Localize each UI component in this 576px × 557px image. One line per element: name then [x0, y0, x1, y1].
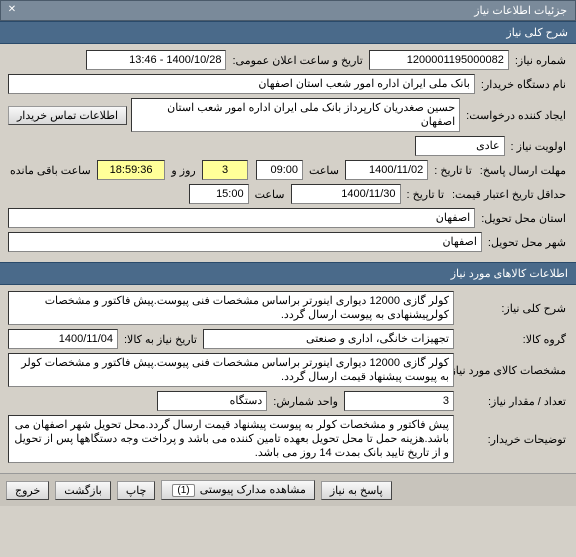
need-to-date-label: تاریخ نیاز به کالا: [122, 333, 199, 346]
to-date-label-1: تا تاریخ : [432, 164, 473, 177]
section-items-header: اطلاعات کالاهای مورد نیاز [0, 262, 576, 285]
subject-label: شرح کلی نیاز: [458, 302, 568, 315]
attachments-button-label: مشاهده مدارک پیوستی [200, 484, 306, 496]
section-general-title: شرح کلی نیاز [506, 27, 568, 39]
remain-suffix-label: ساعت باقی مانده [8, 164, 93, 177]
attachments-button[interactable]: مشاهده مدارک پیوستی (1) [161, 480, 314, 500]
exit-button[interactable]: خروج [6, 481, 49, 500]
remain-days-field: 3 [202, 160, 249, 180]
print-button[interactable]: چاپ [117, 481, 156, 500]
priority-field: عادی [415, 136, 505, 156]
close-icon[interactable]: ✕ [5, 3, 19, 17]
requester-label: ایجاد کننده درخواست: [464, 109, 568, 122]
unit-field: دستگاه [157, 391, 267, 411]
group-label: گروه کالا: [458, 333, 568, 346]
reply-time-field: 09:00 [256, 160, 303, 180]
need-no-label: شماره نیاز: [513, 54, 568, 67]
qty-field: 3 [344, 391, 454, 411]
time-label-1: ساعت [307, 164, 341, 177]
section-general-header: شرح کلی نیاز [0, 21, 576, 44]
to-date-label-2: تا تاریخ : [405, 188, 446, 201]
back-button[interactable]: بازگشت [55, 481, 111, 500]
buyer-field: بانک ملی ایران اداره امور شعب استان اصفه… [8, 74, 475, 94]
subject-field: کولر گازی 12000 دیواری اینورتر براساس مش… [8, 291, 454, 325]
attachments-count-badge: (1) [172, 484, 194, 497]
tab-title: جزئیات اطلاعات نیاز [474, 5, 567, 17]
days-and-label: روز و [169, 164, 197, 177]
section-items-title: اطلاعات کالاهای مورد نیاز [451, 268, 568, 280]
deliver-prov-field: اصفهان [8, 208, 475, 228]
time-label-2: ساعت [253, 188, 287, 201]
priority-label: اولویت نیاز : [509, 140, 568, 153]
unit-label: واحد شمارش: [271, 395, 340, 408]
price-valid-date-field: 1400/11/30 [291, 184, 401, 204]
deliver-city-field: اصفهان [8, 232, 482, 252]
contact-buyer-button[interactable]: اطلاعات تماس خریدار [8, 106, 127, 125]
deliver-city-label: شهر محل تحویل: [486, 236, 568, 249]
announce-time-field: 1400/10/28 - 13:46 [86, 50, 226, 70]
spec-field: کولر گازی 12000 دیواری اینورتر براساس مش… [8, 353, 454, 387]
requester-field: حسین صغدریان کارپرداز بانک ملی ایران ادا… [131, 98, 460, 132]
notes-label: توضیحات خریدار: [458, 433, 568, 446]
reply-date-field: 1400/11/02 [345, 160, 428, 180]
spec-label: مشخصات کالای مورد نیاز: [458, 364, 568, 377]
group-field: تجهیزات خانگی، اداری و صنعتی [203, 329, 454, 349]
buyer-label: نام دستگاه خریدار: [479, 78, 568, 91]
footer-bar: پاسخ به نیاز مشاهده مدارک پیوستی (1) چاپ… [0, 473, 576, 506]
qty-label: تعداد / مقدار نیاز: [458, 395, 568, 408]
price-valid-time-field: 15:00 [189, 184, 249, 204]
remain-clock-field: 18:59:36 [97, 160, 166, 180]
need-to-date-field: 1400/11/04 [8, 329, 118, 349]
reply-button[interactable]: پاسخ به نیاز [321, 481, 392, 500]
reply-deadline-label: مهلت ارسال پاسخ: [478, 164, 568, 177]
deliver-prov-label: استان محل تحویل: [479, 212, 568, 225]
announce-time-label: تاریخ و ساعت اعلان عمومی: [230, 54, 364, 67]
general-form: شماره نیاز: 1200001195000082 تاریخ و ساع… [0, 44, 576, 262]
items-form: شرح کلی نیاز: کولر گازی 12000 دیواری این… [0, 285, 576, 473]
notes-field: پیش فاکتور و مشخصات کولر به پیوست پیشنها… [8, 415, 454, 463]
tab-header: جزئیات اطلاعات نیاز ✕ [0, 0, 576, 21]
price-valid-label: حداقل تاریخ اعتبار قیمت: [450, 188, 568, 201]
need-no-field: 1200001195000082 [369, 50, 509, 70]
